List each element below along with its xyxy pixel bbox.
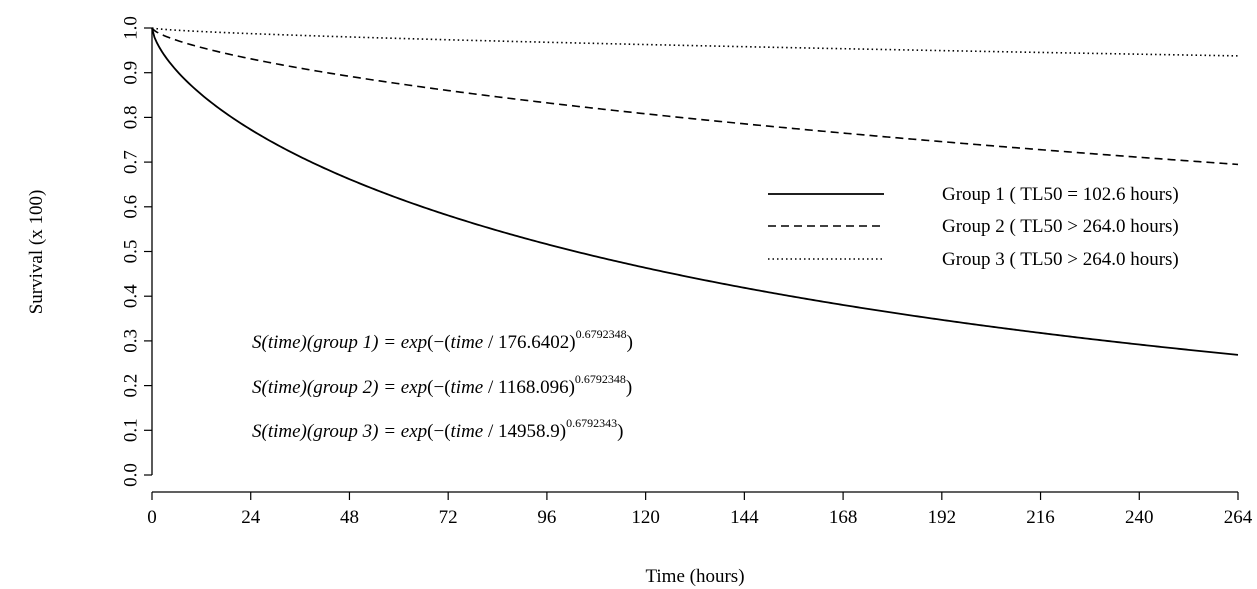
legend-label-group-2: Group 2 ( TL50 > 264.0 hours) [942, 216, 1179, 237]
y-tick-label: 0.3 [121, 329, 142, 353]
legend-label-group-3: Group 3 ( TL50 > 264.0 hours) [942, 249, 1179, 270]
series-layer [151, 27, 1239, 356]
x-tick-label: 24 [241, 507, 261, 528]
y-tick-label: 0.5 [121, 240, 142, 264]
y-tick-label: 0.7 [121, 150, 142, 174]
x-tick-label: 192 [928, 507, 957, 528]
x-tick-label: 240 [1125, 507, 1154, 528]
y-tick-label: 0.6 [121, 195, 142, 219]
equation-group-3: S(time)(group 3) = exp(−(time / 14958.9)… [252, 416, 623, 442]
legend-label-group-1: Group 1 ( TL50 = 102.6 hours) [942, 184, 1179, 205]
y-tick-label: 0.4 [121, 284, 142, 308]
series-line-group-1 [151, 27, 1239, 356]
equations: S(time)(group 1) = exp(−(time / 176.6402… [252, 327, 633, 442]
x-tick-label: 96 [537, 507, 556, 528]
y-tick-label: 1.0 [121, 16, 142, 40]
x-tick-label: 144 [730, 507, 759, 528]
series-line-group-2 [151, 27, 1239, 166]
x-tick-label: 72 [439, 507, 458, 528]
y-tick-label: 0.1 [121, 418, 142, 442]
x-tick-label: 48 [340, 507, 359, 528]
y-tick-label: 0.8 [121, 106, 142, 130]
x-tick-label: 216 [1026, 507, 1055, 528]
equation-group-1: S(time)(group 1) = exp(−(time / 176.6402… [252, 327, 633, 353]
x-tick-label: 120 [631, 507, 660, 528]
y-axis-ticks: 0.0 0.1 0.2 0.3 0.4 0.5 0.6 0.7 0.8 0.9 1.0 [121, 16, 152, 487]
y-tick-label: 0.0 [121, 463, 142, 487]
equation-group-2: S(time)(group 2) = exp(−(time / 1168.096… [252, 372, 632, 398]
y-tick-label: 0.2 [121, 374, 142, 398]
x-axis-title: Time (hours) [645, 566, 744, 587]
y-tick-label: 0.9 [121, 61, 142, 85]
legend: Group 1 ( TL50 = 102.6 hours) Group 2 ( … [768, 184, 1179, 270]
series-line-group-3 [151, 27, 1239, 57]
x-axis-ticks: 0 24 48 72 96 120 144 168 192 216 240 264 [147, 492, 1253, 528]
x-tick-label: 168 [829, 507, 858, 528]
x-tick-label: 0 [147, 507, 157, 528]
x-tick-label: 264 [1224, 507, 1253, 528]
y-axis-title: Survival (x 100) [26, 190, 47, 315]
